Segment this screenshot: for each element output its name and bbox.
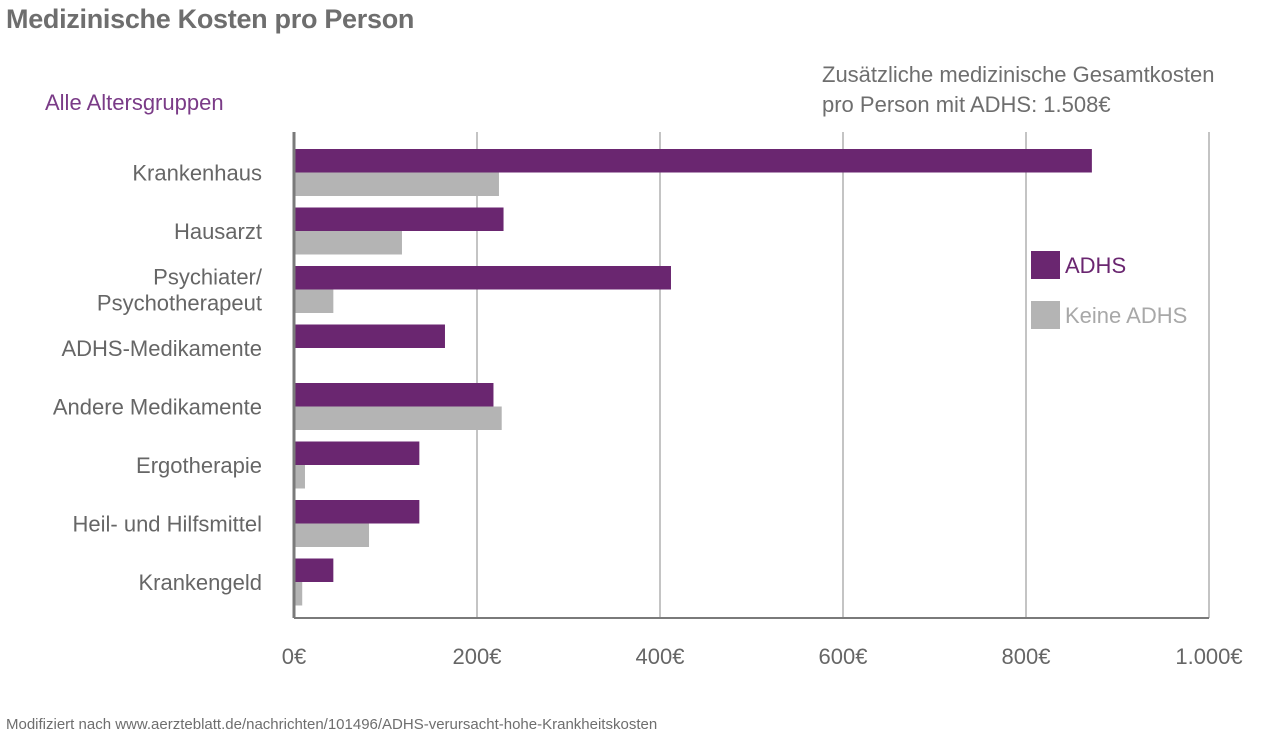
bar-chart: 0€ 200€ 400€ 600€ 800€ 1.000€ Krankenhaus Hausa… xyxy=(53,132,1243,669)
bar-adhs xyxy=(295,441,420,465)
bar-keine-adhs xyxy=(295,172,499,196)
bar-keine-adhs xyxy=(295,289,334,313)
bar-adhs xyxy=(295,149,1092,173)
bar-keine-adhs xyxy=(295,465,305,489)
x-tick-label: 1.000€ xyxy=(1175,644,1242,669)
bar-keine-adhs xyxy=(295,406,502,430)
category-label: Psychotherapeut xyxy=(97,291,262,316)
category-label: Andere Medikamente xyxy=(53,395,262,420)
bar-adhs xyxy=(295,558,334,582)
bar-keine-adhs xyxy=(295,523,370,547)
category-label: Krankengeld xyxy=(138,570,262,595)
chart-subtitle: Alle Altersgruppen xyxy=(45,90,224,115)
bar-keine-adhs xyxy=(295,582,303,606)
x-tick-label: 800€ xyxy=(1002,644,1051,669)
bar-adhs xyxy=(295,383,494,407)
category-label: Ergotherapie xyxy=(136,453,262,478)
category-label: Hausarzt xyxy=(174,219,262,244)
bar-adhs xyxy=(295,500,420,524)
category-label: Krankenhaus xyxy=(132,161,262,186)
bar-adhs xyxy=(295,207,504,231)
legend-label: ADHS xyxy=(1065,253,1126,278)
category-label: Psychiater/ xyxy=(153,265,263,290)
bar-adhs xyxy=(295,324,445,348)
bar-keine-adhs xyxy=(295,231,402,255)
x-tick-label: 0€ xyxy=(282,644,306,669)
legend-label: Keine ADHS xyxy=(1065,303,1187,328)
x-tick-label: 400€ xyxy=(636,644,685,669)
category-label: ADHS-Medikamente xyxy=(61,336,262,361)
x-tick-label: 600€ xyxy=(819,644,868,669)
legend-swatch xyxy=(1031,251,1060,279)
chart-title: Medizinische Kosten pro Person xyxy=(6,4,415,34)
bar-adhs xyxy=(295,266,671,290)
category-label: Heil- und Hilfsmittel xyxy=(73,512,263,537)
total-cost-note: Zusätzliche medizinische Gesamtkosten pr… xyxy=(822,60,1215,120)
total-cost-note-line-1: Zusätzliche medizinische Gesamtkosten xyxy=(822,62,1215,87)
total-cost-note-line-2: pro Person mit ADHS: 1.508€ xyxy=(822,92,1111,117)
source-note: Modifiziert nach www.aerzteblatt.de/nach… xyxy=(6,716,658,733)
x-tick-label: 200€ xyxy=(453,644,502,669)
legend-swatch xyxy=(1031,301,1060,329)
